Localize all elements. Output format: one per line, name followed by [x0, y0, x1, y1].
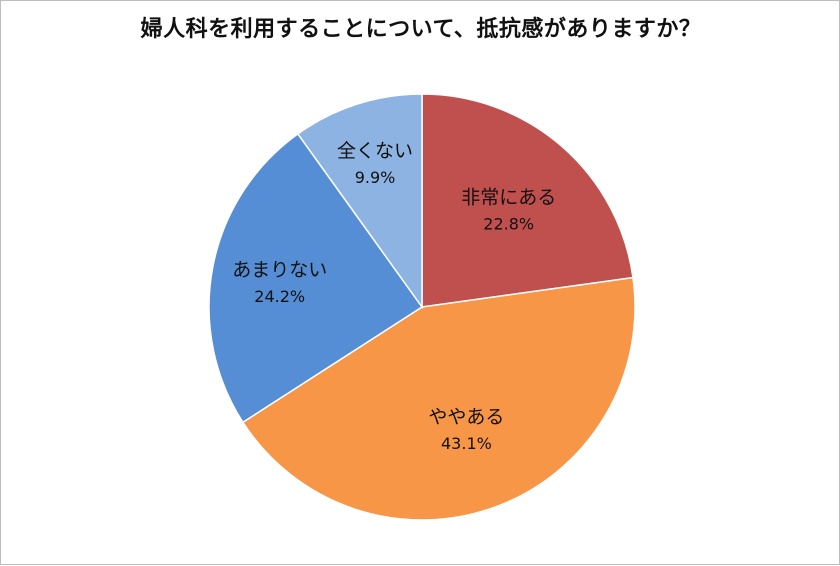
slice-label-3: あまりない [232, 259, 327, 281]
slice-label-4: 全くない [337, 140, 413, 162]
slice-label-1: 非常にある [461, 186, 556, 208]
pie-slice-4 [296, 93, 423, 310]
slice-value-2: 43.1% [441, 434, 492, 453]
chart-title: 婦人科を利用することについて、抵抗感がありますか？ [140, 17, 702, 42]
slice-label-2: ややある [428, 406, 504, 428]
pie-slice-2 [241, 276, 636, 521]
slice-value-3: 24.2% [254, 287, 305, 306]
pie-slice-3 [208, 132, 424, 424]
slice-value-1: 22.8% [483, 214, 534, 233]
pie-slice-1 [421, 93, 634, 308]
slice-value-4: 9.9% [355, 168, 396, 187]
